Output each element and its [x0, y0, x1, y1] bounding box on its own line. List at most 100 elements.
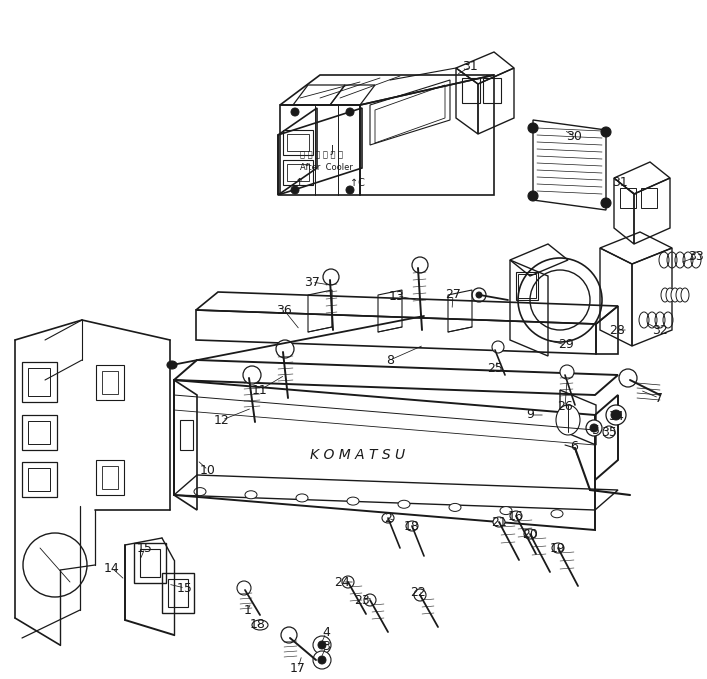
Circle shape — [606, 405, 626, 425]
Text: 25: 25 — [487, 361, 503, 375]
Text: 29: 29 — [558, 339, 574, 352]
Bar — [96, 365, 124, 400]
Text: 16: 16 — [508, 509, 524, 523]
Bar — [516, 272, 538, 300]
Text: 34: 34 — [608, 409, 624, 422]
Ellipse shape — [603, 426, 615, 438]
Bar — [518, 274, 536, 298]
Ellipse shape — [347, 497, 359, 505]
Text: 15: 15 — [137, 541, 153, 555]
Text: 36: 36 — [276, 304, 292, 316]
Bar — [102, 371, 118, 394]
Text: 22: 22 — [410, 585, 426, 598]
Ellipse shape — [342, 576, 354, 588]
Text: 33: 33 — [688, 251, 704, 263]
Text: 17: 17 — [290, 661, 306, 674]
Text: ↑: ↑ — [295, 178, 305, 188]
Bar — [96, 460, 124, 495]
Circle shape — [601, 198, 611, 208]
Ellipse shape — [414, 589, 426, 601]
Circle shape — [346, 186, 354, 194]
Text: 35: 35 — [601, 426, 617, 439]
Ellipse shape — [281, 627, 297, 643]
Text: ア フ タ ク ー ラ: ア フ タ ク ー ラ — [300, 151, 343, 160]
Bar — [620, 188, 636, 208]
Ellipse shape — [398, 500, 410, 509]
Ellipse shape — [476, 292, 482, 298]
Ellipse shape — [296, 494, 308, 502]
Text: 4: 4 — [322, 627, 330, 640]
Text: 20: 20 — [522, 528, 538, 540]
Text: 19: 19 — [550, 541, 566, 555]
Ellipse shape — [382, 513, 394, 523]
Text: 32: 32 — [652, 323, 668, 337]
Text: 12: 12 — [214, 414, 230, 426]
Bar — [22, 415, 57, 450]
Text: 31: 31 — [612, 177, 628, 189]
Text: 23: 23 — [354, 593, 370, 606]
Bar — [28, 421, 50, 444]
Text: 11: 11 — [252, 384, 268, 397]
Text: 1: 1 — [244, 604, 252, 617]
Ellipse shape — [524, 529, 536, 539]
Text: 30: 30 — [566, 130, 582, 143]
Ellipse shape — [318, 656, 326, 664]
Text: 18: 18 — [250, 619, 266, 631]
Ellipse shape — [472, 288, 486, 302]
Bar — [134, 543, 166, 583]
Circle shape — [346, 108, 354, 116]
Text: 2: 2 — [384, 511, 392, 524]
Circle shape — [601, 127, 611, 137]
Ellipse shape — [406, 521, 418, 531]
Ellipse shape — [586, 420, 602, 436]
Ellipse shape — [493, 517, 505, 527]
Text: 14: 14 — [104, 562, 120, 574]
Text: 37: 37 — [304, 276, 320, 289]
Bar — [140, 549, 160, 577]
Bar — [287, 164, 309, 181]
Ellipse shape — [551, 510, 563, 518]
Ellipse shape — [556, 405, 580, 435]
Ellipse shape — [252, 620, 268, 630]
Circle shape — [528, 123, 538, 133]
Text: 15: 15 — [177, 581, 193, 595]
Text: 6: 6 — [570, 441, 578, 454]
Ellipse shape — [671, 288, 679, 302]
Ellipse shape — [661, 288, 669, 302]
Ellipse shape — [412, 257, 428, 273]
Ellipse shape — [313, 651, 331, 669]
Text: ↑C: ↑C — [350, 178, 365, 188]
Bar — [102, 466, 118, 489]
Text: 26: 26 — [557, 401, 573, 414]
Bar — [641, 188, 657, 208]
Ellipse shape — [245, 491, 257, 499]
Text: 18: 18 — [404, 519, 420, 532]
Bar — [180, 420, 193, 450]
Ellipse shape — [318, 641, 326, 649]
Text: 9: 9 — [526, 409, 534, 422]
Bar — [287, 134, 309, 151]
Ellipse shape — [676, 288, 684, 302]
Ellipse shape — [552, 543, 564, 553]
Circle shape — [528, 191, 538, 201]
Ellipse shape — [243, 366, 261, 384]
Text: 24: 24 — [334, 576, 350, 589]
Ellipse shape — [276, 340, 294, 358]
Text: 8: 8 — [386, 354, 394, 367]
Ellipse shape — [167, 361, 177, 369]
Ellipse shape — [313, 636, 331, 654]
Bar — [162, 573, 194, 613]
Text: 13: 13 — [389, 289, 405, 303]
Text: 27: 27 — [445, 289, 461, 301]
Ellipse shape — [194, 488, 206, 496]
Circle shape — [291, 186, 299, 194]
Ellipse shape — [492, 341, 504, 353]
Text: 7: 7 — [655, 392, 663, 405]
Ellipse shape — [323, 269, 339, 285]
Ellipse shape — [449, 503, 461, 511]
Text: K O M A T S U: K O M A T S U — [310, 448, 405, 462]
Text: 3: 3 — [322, 640, 330, 653]
Text: After  Cooler: After Cooler — [300, 164, 353, 172]
Circle shape — [291, 108, 299, 116]
Ellipse shape — [500, 507, 512, 515]
